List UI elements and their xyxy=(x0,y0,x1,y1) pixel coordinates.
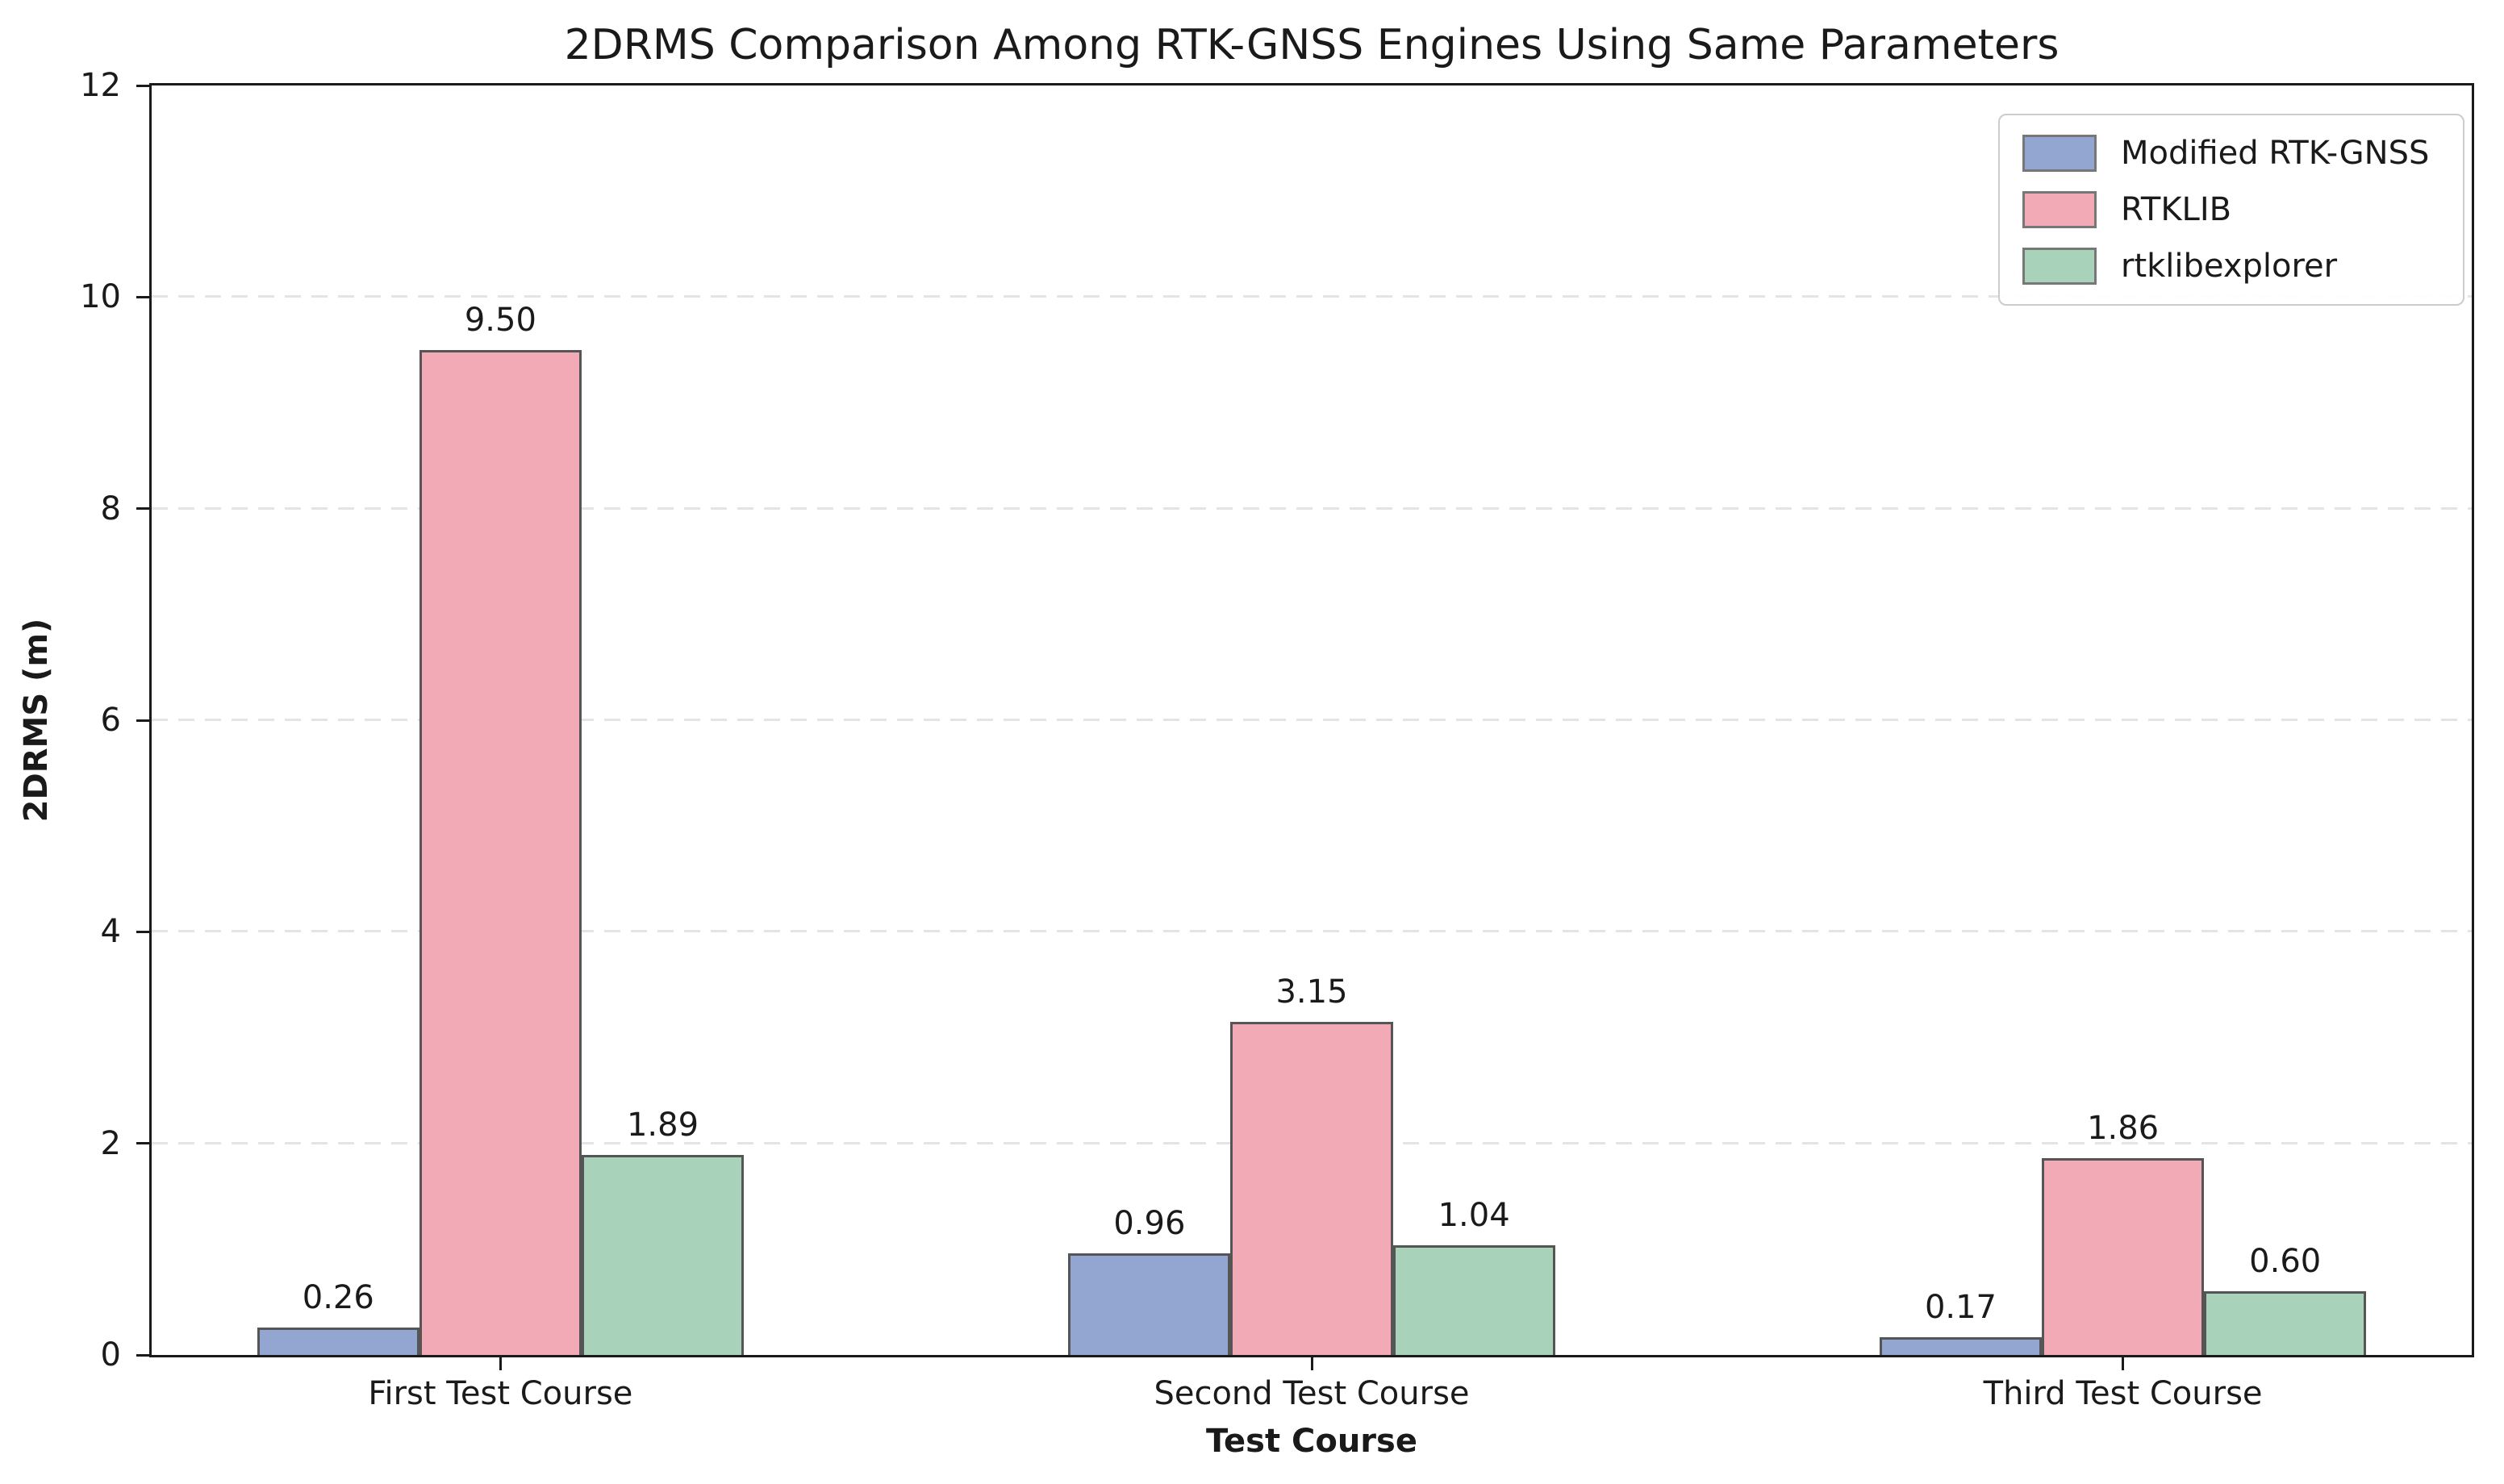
x-tick-label: First Test Course xyxy=(368,1375,633,1412)
x-tick-mark xyxy=(499,1357,502,1370)
x-tick-label: Second Test Course xyxy=(1154,1375,1470,1412)
bar-modified-rtk-gnss xyxy=(257,1327,419,1355)
legend-label: Modified RTK-GNSS xyxy=(2121,135,2430,172)
y-tick-mark xyxy=(136,719,149,722)
x-axis-label: Test Course xyxy=(1206,1423,1417,1460)
bar-value-label: 1.89 xyxy=(626,1107,699,1144)
bar-rtklibexplorer xyxy=(581,1155,745,1355)
legend-label: rtklibexplorer xyxy=(2121,248,2338,285)
gridline xyxy=(152,506,2472,510)
gridline xyxy=(152,295,2472,298)
y-tick-label: 10 xyxy=(80,278,121,316)
bar-rtklib xyxy=(419,349,582,1355)
legend-item: Modified RTK-GNSS xyxy=(2022,135,2440,172)
legend-item: rtklibexplorer xyxy=(2022,248,2440,285)
bar-value-label: 1.04 xyxy=(1438,1196,1510,1234)
legend-swatch xyxy=(2022,248,2097,285)
y-axis-label: 2DRMS (m) xyxy=(18,618,55,823)
x-tick-mark xyxy=(1310,1357,1313,1370)
bar-value-label: 3.15 xyxy=(1275,973,1348,1011)
bar-value-label: 0.26 xyxy=(302,1278,374,1316)
bar-rtklib xyxy=(2042,1158,2205,1355)
legend-swatch xyxy=(2022,135,2097,172)
legend-item: RTKLIB xyxy=(2022,191,2440,228)
y-tick-label: 4 xyxy=(100,913,121,951)
legend: Modified RTK-GNSS RTKLIB rtklibexplorer xyxy=(1998,114,2464,306)
bar-value-label: 0.17 xyxy=(1924,1288,1997,1326)
y-tick-label: 8 xyxy=(100,490,121,527)
x-tick-label: Third Test Course xyxy=(1983,1375,2263,1412)
bar-rtklibexplorer xyxy=(2204,1291,2367,1355)
y-tick-mark xyxy=(136,507,149,511)
y-tick-mark xyxy=(136,1353,149,1357)
bar-rtklibexplorer xyxy=(1392,1244,1555,1355)
bar-value-label: 1.86 xyxy=(2087,1110,2160,1148)
legend-label: RTKLIB xyxy=(2121,191,2232,228)
gridline xyxy=(152,719,2472,721)
bar-rtklib xyxy=(1230,1021,1393,1355)
gridline xyxy=(152,930,2472,933)
y-tick-mark xyxy=(136,1142,149,1145)
y-tick-label: 0 xyxy=(100,1336,121,1374)
y-tick-mark xyxy=(136,84,149,87)
chart-title: 2DRMS Comparison Among RTK-GNSS Engines … xyxy=(564,21,2060,69)
legend-swatch xyxy=(2022,191,2097,228)
y-tick-mark xyxy=(136,295,149,298)
y-tick-label: 2 xyxy=(100,1124,121,1162)
bar-value-label: 0.96 xyxy=(1113,1205,1186,1243)
y-tick-label: 6 xyxy=(100,702,121,739)
y-tick-label: 12 xyxy=(80,67,121,104)
bar-value-label: 0.60 xyxy=(2249,1243,2322,1281)
x-tick-mark xyxy=(2122,1357,2125,1370)
bar-modified-rtk-gnss xyxy=(1068,1253,1231,1355)
bar-value-label: 9.50 xyxy=(464,301,536,339)
bar-modified-rtk-gnss xyxy=(1879,1336,2043,1355)
y-tick-mark xyxy=(136,930,149,933)
